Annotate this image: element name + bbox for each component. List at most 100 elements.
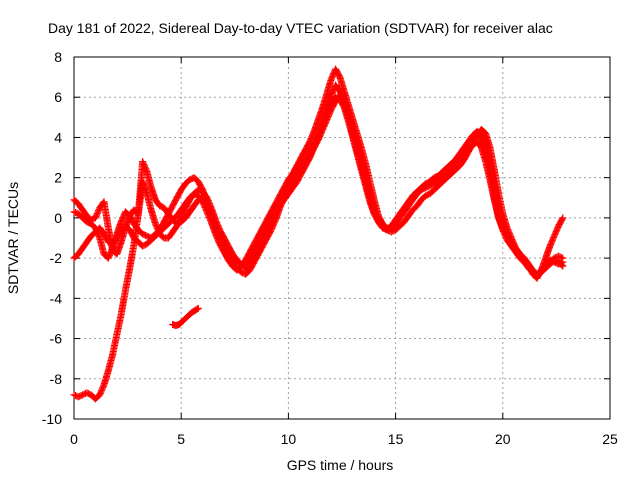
x-tick-label: 20 [495,431,511,447]
data-point-interp [514,248,522,256]
data-point-interp [339,101,347,109]
data-point-interp [244,262,252,270]
data-point-interp [458,146,466,154]
data-point-interp [287,186,295,194]
data-point-interp [557,259,565,267]
series-4 [70,93,567,280]
data-point-interp [262,233,270,241]
y-tick-label: -6 [50,331,63,347]
data-point-interp [71,209,79,217]
x-axis-label: GPS time / hours [287,457,394,473]
data-point-interp [155,227,163,235]
data-point-interp [248,257,256,265]
data-point-interp [333,94,341,102]
y-tick-label: 4 [54,129,62,145]
data-point-interp [227,247,235,255]
data-point-interp [184,210,192,218]
data-point-interp [556,259,564,267]
data-point-interp [215,223,223,231]
data-point-interp [140,231,148,239]
data-point-interp [84,390,92,398]
data-point-interp [437,170,445,178]
data-point-interp [394,224,402,232]
data-point-interp [558,215,566,223]
data-point-interp [398,206,406,214]
data-point-interp [154,199,162,207]
data-point-interp [556,253,564,261]
data-point-interp [193,305,201,313]
data-point-interp [423,191,431,199]
data-point-interp [283,178,291,186]
data-point-interp [419,194,427,202]
data-point-interp [441,176,449,184]
y-tick-label: 8 [54,49,62,65]
x-tick-label: 25 [602,431,618,447]
data-point-interp [158,232,166,240]
axis-ticks: 0 5 10 15 20 25 -10 -8 -6 -4 -2 0 2 4 6 8 [42,49,618,447]
data-point-interp [81,240,89,248]
data-point-interp [536,269,544,277]
data-point-interp [377,222,385,230]
data-point-interp [300,164,308,172]
chart-title: Day 181 of 2022, Sidereal Day-to-day VTE… [48,20,553,36]
data-point-interp [76,212,84,220]
data-point-interp [428,188,436,196]
data-point-interp [235,258,243,266]
data-point-interp [257,241,265,249]
data-point-interp [486,162,494,170]
data-point-interp [519,254,527,262]
data-point-interp [278,198,286,206]
data-point-interp [142,165,150,173]
y-tick-label: -4 [50,290,63,306]
data-point-interp [136,240,144,248]
data-point-interp [184,198,192,206]
data-point-interp [553,225,561,233]
data-point-interp [188,204,196,212]
data-point-interp [167,230,175,238]
y-tick-label: -2 [50,250,63,266]
x-tick-label: 10 [281,431,297,447]
data-point-interp [95,207,103,215]
data-point-interp [72,198,80,206]
data-point-interp [76,392,84,400]
data-point-interp [184,178,192,186]
data-point-interp [179,316,187,324]
data-point-interp [149,234,157,242]
data-point-interp [145,238,153,246]
data-point-interp [196,186,204,194]
data-point-interp [411,204,419,212]
data-point-interp [98,228,106,236]
y-tick-label: 6 [54,89,62,105]
data-point-interp [326,102,334,110]
data-point-interp [270,213,278,221]
data-point-interp [334,85,342,93]
data-point-interp [108,352,116,360]
data-point-interp [300,148,308,156]
plot-frame [73,56,611,420]
data-point-interp [437,180,445,188]
data-point-interp [219,231,227,239]
data-point-interp [283,192,291,200]
data-point-interp [176,188,184,196]
x-tick-label: 15 [388,431,404,447]
data-point-interp [292,164,300,172]
data-point-interp [274,205,282,213]
data-point-interp [180,207,188,215]
data-point-interp [398,220,406,228]
data-point-interp [72,252,80,260]
data-point-interp [171,224,179,232]
data-point-interp [192,188,200,196]
x-tick-label: 5 [177,431,185,447]
data-point-interp [89,230,97,238]
data-point-interp [334,70,342,78]
y-tick-label: 0 [54,210,62,226]
data-point-interp [171,196,179,204]
data-point-interp [432,173,440,181]
data-point-interp [162,222,170,230]
data-point-interp [441,166,449,174]
data-point-interp [394,212,402,220]
data-point-interp [167,205,175,213]
data-point-interp [163,207,171,215]
data-point-interp [99,384,107,392]
